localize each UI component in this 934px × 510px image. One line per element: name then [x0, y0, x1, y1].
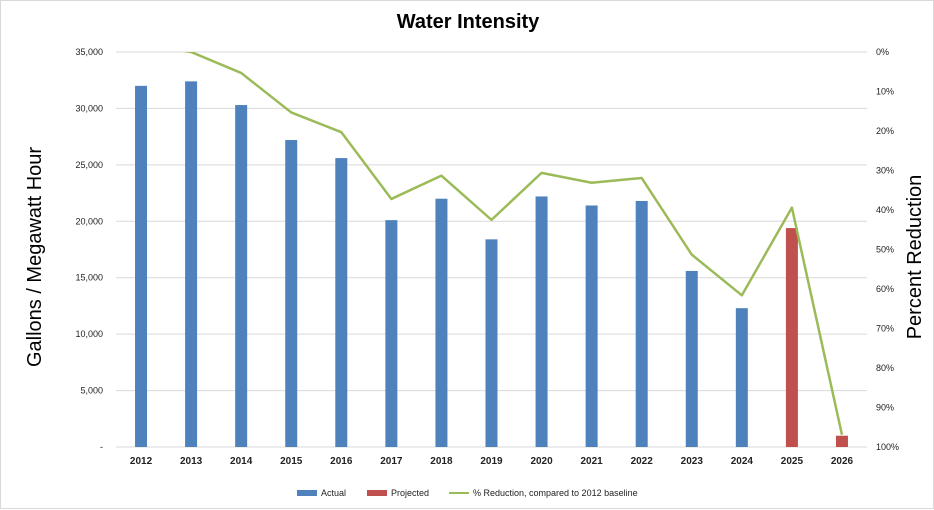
- y2-tick-label: 80%: [876, 363, 894, 373]
- y-tick-label: 10,000: [75, 329, 103, 339]
- tick-labels: - 5,000 10,000 15,000 20,000 25,000 30,000 35,0…: [75, 47, 899, 467]
- x-tick-label: 2020: [530, 456, 553, 467]
- reduction-line-layer: [183, 52, 844, 436]
- y2-tick-label: 20%: [876, 126, 894, 136]
- bar-actual-2017: [385, 220, 398, 447]
- y2-axis-title: Percent Reduction: [904, 175, 926, 340]
- x-tick-label: 2019: [480, 456, 503, 467]
- y2-tick-label: 0%: [876, 47, 889, 57]
- x-tick-label: 2023: [681, 456, 704, 467]
- bar-actual-2019: [485, 239, 498, 447]
- legend-label: % Reduction, compared to 2012 baseline: [473, 488, 638, 498]
- y-tick-label: 30,000: [75, 103, 103, 113]
- legend-swatch: [297, 490, 317, 496]
- x-tick-label: 2024: [731, 456, 754, 467]
- y2-tick-label: 70%: [876, 324, 894, 334]
- y2-tick-label: 50%: [876, 245, 894, 255]
- bar-actual-2024: [735, 308, 748, 447]
- y2-tick-label: 100%: [876, 442, 899, 452]
- legend-swatch: [367, 490, 387, 496]
- bars: [135, 81, 848, 448]
- bar-actual-2023: [685, 270, 698, 447]
- y2-tick-label: 90%: [876, 403, 894, 413]
- x-tick-label: 2017: [380, 456, 403, 467]
- bar-actual-2016: [335, 158, 348, 448]
- x-tick-label: 2012: [130, 456, 153, 467]
- y2-tick-label: 40%: [876, 205, 894, 215]
- y2-tick-label: 30%: [876, 166, 894, 176]
- bar-actual-2013: [185, 81, 198, 447]
- bar-actual-2014: [235, 105, 248, 448]
- y-tick-label: 25,000: [75, 160, 103, 170]
- y-tick-label: 20,000: [75, 216, 103, 226]
- x-tick-label: 2018: [430, 456, 453, 467]
- legend-label: Projected: [391, 488, 429, 498]
- legend-label: Actual: [321, 488, 346, 498]
- y-tick-label: 35,000: [75, 47, 103, 57]
- x-tick-label: 2015: [280, 456, 303, 467]
- y-tick-label: 5,000: [80, 386, 103, 396]
- y-axis-title: Gallons / Megawatt Hour: [24, 147, 46, 367]
- y-tick-label: 15,000: [75, 273, 103, 283]
- bar-projected-2025: [785, 228, 798, 447]
- x-tick-label: 2016: [330, 456, 353, 467]
- legend-swatch: [449, 492, 469, 494]
- x-tick-label: 2013: [180, 456, 203, 467]
- bar-actual-2021: [585, 205, 598, 447]
- x-tick-label: 2021: [581, 456, 604, 467]
- legend: Actual Projected % Reduction, compared to …: [297, 488, 638, 498]
- x-tick-label: 2022: [631, 456, 654, 467]
- y2-tick-label: 10%: [876, 87, 894, 97]
- y2-tick-label: 60%: [876, 284, 894, 294]
- bar-actual-2020: [535, 196, 548, 447]
- x-tick-label: 2025: [781, 456, 804, 467]
- chart-title: Water Intensity: [397, 11, 540, 33]
- bar-actual-2018: [435, 198, 448, 447]
- bar-projected-2026: [835, 435, 848, 447]
- reduction-line: [183, 52, 844, 436]
- bar-actual-2012: [135, 85, 148, 447]
- y-tick-label: -: [100, 442, 103, 452]
- x-tick-label: 2014: [230, 456, 253, 467]
- x-tick-label: 2026: [831, 456, 854, 467]
- bar-actual-2015: [285, 140, 298, 447]
- bar-actual-2022: [635, 200, 648, 447]
